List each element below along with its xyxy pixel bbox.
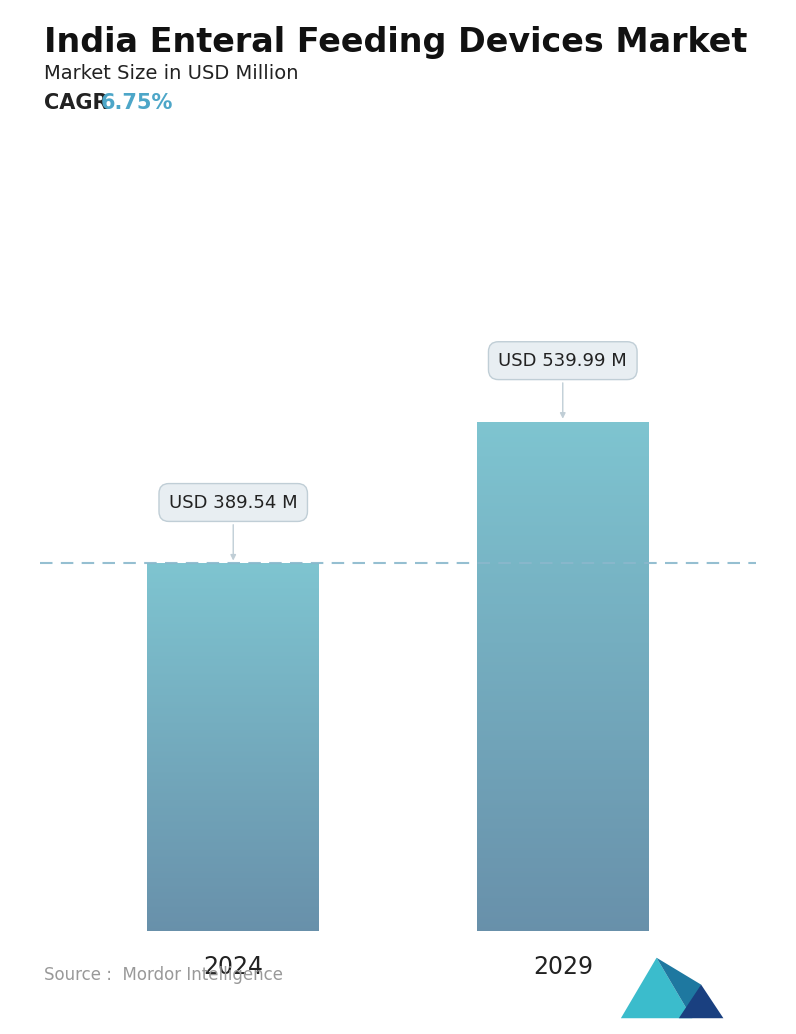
Polygon shape (621, 957, 693, 1018)
Text: Source :  Mordor Intelligence: Source : Mordor Intelligence (44, 967, 283, 984)
Text: USD 539.99 M: USD 539.99 M (498, 352, 627, 417)
Text: 6.75%: 6.75% (101, 93, 174, 113)
Text: CAGR: CAGR (44, 93, 115, 113)
Text: Market Size in USD Million: Market Size in USD Million (44, 64, 298, 83)
Text: India Enteral Feeding Devices Market: India Enteral Feeding Devices Market (44, 26, 747, 59)
Polygon shape (679, 984, 724, 1018)
Polygon shape (657, 957, 701, 1018)
Text: USD 389.54 M: USD 389.54 M (169, 493, 298, 559)
